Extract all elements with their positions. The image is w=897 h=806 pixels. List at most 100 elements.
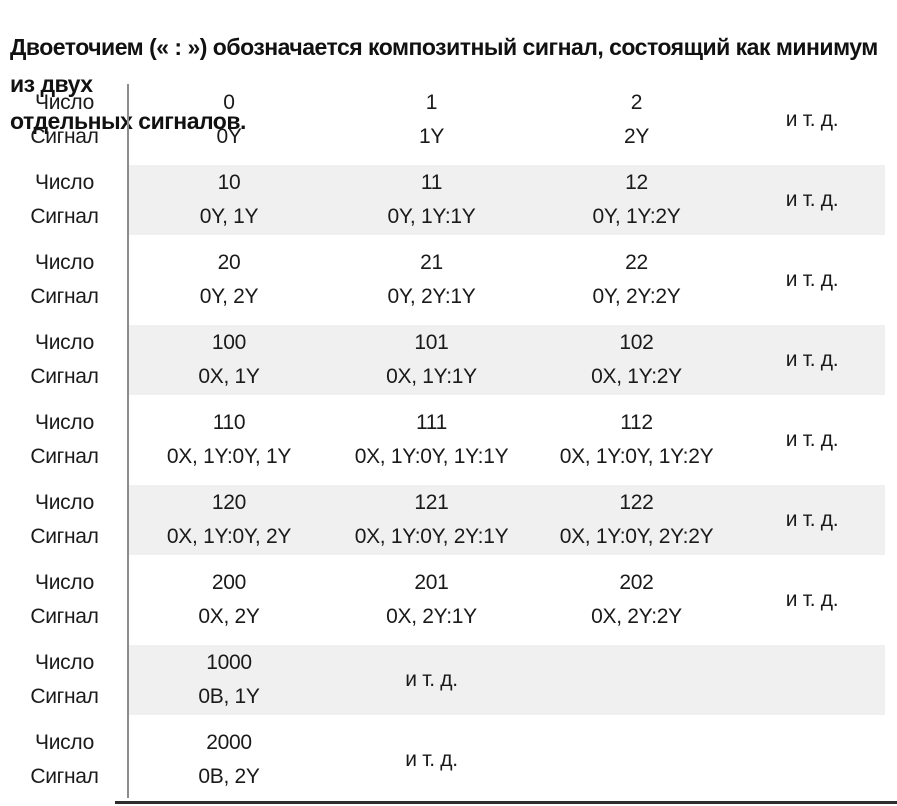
signal-value: 0Y, 1Y:2Y — [592, 205, 681, 228]
signal-value: 0Y, 2Y — [199, 285, 259, 308]
table-divider-line — [127, 84, 129, 798]
signal-value: 0X, 1Y:0Y, 1Y:1Y — [354, 445, 509, 468]
row-label-number: Число — [35, 731, 94, 754]
row-label-number: Число — [35, 331, 94, 354]
number-value: 1000 — [206, 651, 252, 674]
signal-value: 0B, 2Y — [198, 765, 260, 788]
row-data: 0 0Y 1 1Y 2 2Y и т. д. — [129, 85, 885, 155]
table-row: Число Сигнал 2000 0B, 2Y и т. д. — [0, 725, 897, 795]
row-label-number: Число — [35, 171, 94, 194]
table-row: Число Сигнал 100 0X, 1Y 101 0X, 1Y:1Y 102 0X, 1… — [0, 325, 897, 395]
number-value: 202 — [619, 571, 654, 594]
row-labels: Число Сигнал — [0, 325, 129, 395]
signal-value: 0B, 1Y — [198, 685, 260, 708]
signal-value: 0Y — [216, 125, 242, 148]
number-value: 100 — [211, 331, 247, 354]
row-label-signal: Сигнал — [30, 205, 99, 228]
signal-value: 0X, 1Y:0Y, 2Y:1Y — [354, 525, 509, 548]
number-value: 1 — [425, 91, 438, 114]
number-value: 101 — [414, 331, 449, 354]
row-label-signal: Сигнал — [30, 605, 99, 628]
row-labels: Число Сигнал — [0, 165, 129, 235]
row-data: 20 0Y, 2Y 21 0Y, 2Y:1Y 22 0Y, 2Y:2Y и т. д. — [129, 245, 885, 315]
number-value: 112 — [620, 411, 653, 434]
etc-label: и т. д. — [785, 508, 839, 531]
row-labels: Число Сигнал — [0, 565, 129, 635]
signal-value: 0Y, 2Y:2Y — [592, 285, 681, 308]
etc-label: и т. д. — [405, 748, 458, 771]
signal-cell: 202 0X, 2Y:2Y — [534, 565, 739, 635]
number-value: 111 — [415, 411, 448, 434]
signal-value: 0Y, 1Y:1Y — [387, 205, 476, 228]
etc-label: и т. д. — [785, 188, 839, 211]
signal-value: 0X, 1Y:0Y, 1Y:2Y — [559, 445, 714, 468]
row-label-number: Число — [35, 571, 94, 594]
signal-value: 1Y — [418, 125, 445, 148]
etc-label: и т. д. — [785, 268, 839, 291]
number-value: 200 — [211, 571, 247, 594]
row-labels: Число Сигнал — [0, 645, 129, 715]
table-row: Число Сигнал 10 0Y, 1Y 11 0Y, 1Y:1Y 12 0Y, 1Y:2… — [0, 165, 897, 235]
row-label-number: Число — [35, 91, 94, 114]
number-value: 20 — [217, 251, 241, 274]
table-row: Число Сигнал 110 0X, 1Y:0Y, 1Y 111 0X, 1Y:0Y,… — [0, 405, 897, 475]
signal-cell: 12 0Y, 1Y:2Y — [534, 165, 739, 235]
etc-label: и т. д. — [785, 588, 839, 611]
row-label-number: Число — [35, 491, 94, 514]
signal-cell: 101 0X, 1Y:1Y — [329, 325, 534, 395]
signal-cell: 100 0X, 1Y — [129, 325, 329, 395]
number-value: 0 — [223, 91, 235, 114]
etc-label: и т. д. — [785, 108, 839, 131]
row-data: 2000 0B, 2Y и т. д. — [129, 725, 885, 795]
number-value: 110 — [212, 411, 246, 434]
signal-cell: 11 0Y, 1Y:1Y — [329, 165, 534, 235]
number-value: 102 — [619, 331, 654, 354]
signal-value: 0X, 1Y:0Y, 2Y:2Y — [559, 525, 714, 548]
signal-value: 0X, 1Y:2Y — [591, 365, 682, 388]
row-label-number: Число — [35, 251, 94, 274]
row-label-signal: Сигнал — [30, 525, 99, 548]
intro-line-1: Двоеточием (« : ») обозначается композит… — [10, 34, 878, 97]
table-row: Число Сигнал 20 0Y, 2Y 21 0Y, 2Y:1Y 22 0Y, 2Y:2… — [0, 245, 897, 315]
row-label-number: Число — [35, 411, 94, 434]
signal-value: 0X, 2Y:2Y — [591, 605, 682, 628]
row-data: 1000 0B, 1Y и т. д. — [129, 645, 885, 715]
number-value: 201 — [414, 571, 449, 594]
number-value: 120 — [211, 491, 247, 514]
etc-label: и т. д. — [785, 428, 839, 451]
row-data: 110 0X, 1Y:0Y, 1Y 111 0X, 1Y:0Y, 1Y:1Y 112 0X… — [129, 405, 885, 475]
signal-cell: 122 0X, 1Y:0Y, 2Y:2Y — [534, 485, 739, 555]
table-row: Число Сигнал 120 0X, 1Y:0Y, 2Y 121 0X, 1Y:0Y,… — [0, 485, 897, 555]
signal-cell: 2000 0B, 2Y — [129, 725, 329, 795]
row-labels: Число Сигнал — [0, 405, 129, 475]
signal-cell: 2 2Y — [534, 85, 739, 155]
table-row: Число Сигнал 1000 0B, 1Y и т. д. — [0, 645, 897, 715]
signal-value: 2Y — [623, 125, 650, 148]
row-label-signal: Сигнал — [30, 285, 99, 308]
row-labels: Число Сигнал — [0, 85, 129, 155]
signal-value: 0X, 1Y:0Y, 2Y — [166, 525, 292, 548]
signal-cell: 200 0X, 2Y — [129, 565, 329, 635]
row-data: 100 0X, 1Y 101 0X, 1Y:1Y 102 0X, 1Y:2Y и т. д. — [129, 325, 885, 395]
number-value: 2000 — [206, 731, 252, 754]
signal-cell: 10 0Y, 1Y — [129, 165, 329, 235]
number-value: 11 — [420, 171, 443, 194]
row-label-signal: Сигнал — [30, 365, 99, 388]
signal-value: 0X, 1Y — [198, 365, 260, 388]
row-label-signal: Сигнал — [30, 765, 99, 788]
signal-table: Число Сигнал 0 0Y 1 1Y 2 2Y и т. д. Число Сигнал 10… — [0, 85, 897, 805]
number-value: 10 — [217, 171, 241, 194]
row-label-signal: Сигнал — [30, 125, 99, 148]
signal-cell: 121 0X, 1Y:0Y, 2Y:1Y — [329, 485, 534, 555]
signal-cell: 22 0Y, 2Y:2Y — [534, 245, 739, 315]
number-value: 21 — [420, 251, 443, 274]
row-data: 10 0Y, 1Y 11 0Y, 1Y:1Y 12 0Y, 1Y:2Y и т. д. — [129, 165, 885, 235]
number-value: 2 — [630, 91, 643, 114]
signal-value: 0X, 1Y:1Y — [386, 365, 477, 388]
row-data: 120 0X, 1Y:0Y, 2Y 121 0X, 1Y:0Y, 2Y:1Y 122 0X… — [129, 485, 885, 555]
number-value: 121 — [414, 491, 449, 514]
signal-cell: 112 0X, 1Y:0Y, 1Y:2Y — [534, 405, 739, 475]
signal-value: 0Y, 1Y — [199, 205, 259, 228]
signal-value: 0X, 2Y:1Y — [386, 605, 477, 628]
